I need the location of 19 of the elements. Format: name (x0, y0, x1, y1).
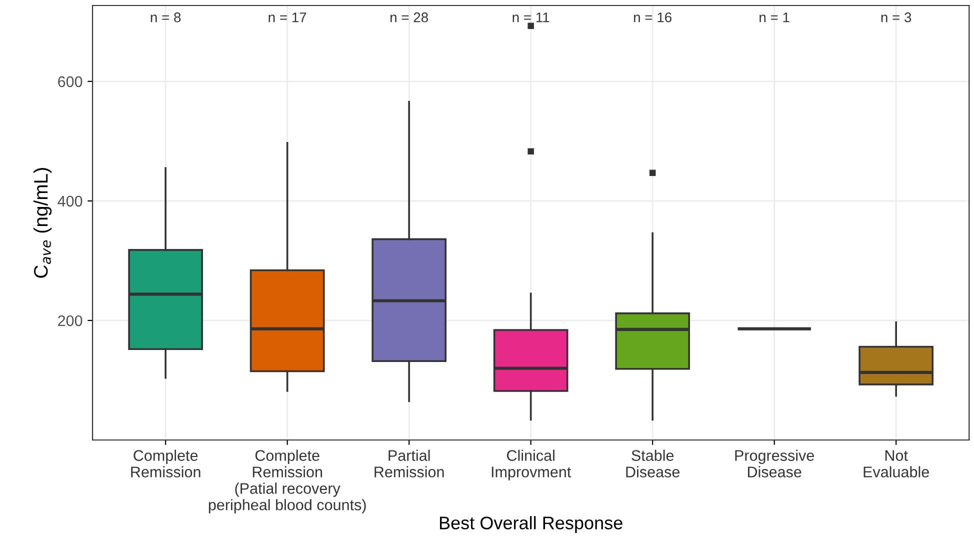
x-tick-label: Clinical Improvment (492, 450, 572, 480)
x-tick-label: Complete Remission (Patial recovery peripheal blood counts) (208, 450, 366, 514)
annotation: n = 28 (390, 12, 428, 22)
x-tick-label: Not Evaluable (864, 450, 929, 478)
annotation: n = 3 (881, 12, 912, 22)
y-tick-label: 600 (58, 76, 82, 88)
x-tick-label: Partial Remission (374, 450, 444, 478)
x-axis-title: Best Overall Response (440, 516, 622, 533)
x-tick-label: Complete Remission (131, 450, 200, 478)
annotation: n = 1 (760, 12, 790, 22)
x-tick-label: Stable Disease (626, 450, 680, 478)
y-tick-label: 200 (58, 315, 82, 326)
annotation: n = 17 (268, 12, 306, 22)
annotation: n = 8 (150, 12, 181, 22)
x-tick-label: Progressive Disease (735, 450, 814, 478)
y-axis-title: C$_{ave}$ (ng/mL) (33, 168, 52, 278)
annotation: n = 16 (634, 12, 672, 22)
y-tick-label: 400 (58, 196, 82, 207)
annotation: n = 11 (512, 12, 550, 22)
